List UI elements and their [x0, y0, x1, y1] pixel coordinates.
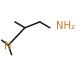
Text: NH₂: NH₂ — [56, 21, 75, 31]
Text: N: N — [4, 41, 12, 51]
